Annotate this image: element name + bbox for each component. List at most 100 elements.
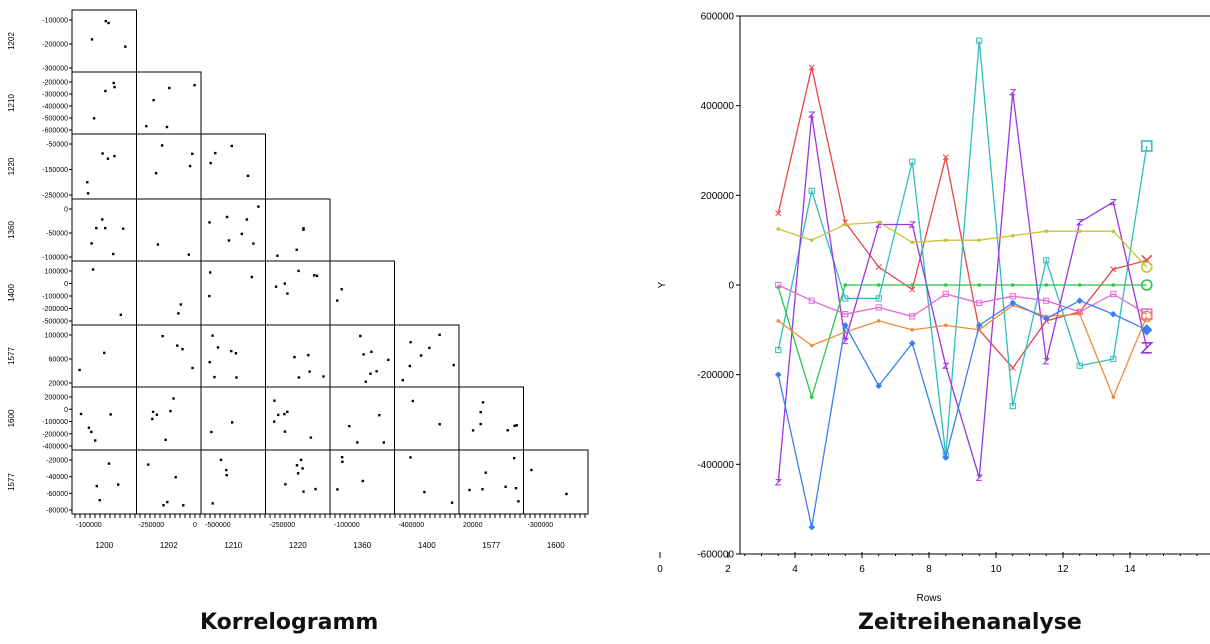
correlogram-cell xyxy=(265,449,331,515)
y-tick-label: 0 xyxy=(728,281,734,292)
scatter-point xyxy=(302,227,305,230)
correlogram-cell xyxy=(329,260,395,326)
scatter-point xyxy=(359,334,362,338)
correlogram-cell xyxy=(458,449,524,515)
y-tick-label: -100000 xyxy=(42,294,68,301)
data-point xyxy=(1077,312,1082,316)
scatter-point xyxy=(504,485,507,488)
correlogram-caption: Korrelogramm xyxy=(200,610,379,635)
scatter-point xyxy=(336,488,339,491)
scatter-point xyxy=(409,456,412,459)
scatter-point xyxy=(160,144,164,147)
data-point xyxy=(809,343,814,348)
scatter-point xyxy=(231,421,234,424)
scatter-point xyxy=(162,504,165,507)
scatter-point xyxy=(193,84,196,87)
row-label: 1360 xyxy=(7,221,16,239)
correlogram-cell xyxy=(71,9,137,73)
scatter-point xyxy=(362,353,365,356)
scatter-point xyxy=(378,414,381,417)
scatter-point xyxy=(94,439,97,442)
scatter-point xyxy=(283,430,287,433)
data-point xyxy=(908,339,916,347)
row-label: 1210 xyxy=(7,94,16,112)
correlogram-cell xyxy=(200,324,266,388)
scatter-point xyxy=(106,157,110,160)
x-axis-label: Rows xyxy=(916,593,941,604)
scatter-point xyxy=(401,379,404,382)
correlogram-cell xyxy=(136,386,202,451)
x-tick-label: -100000 xyxy=(334,522,360,529)
scatter-point xyxy=(565,492,568,496)
scatter-point xyxy=(181,347,184,351)
scatter-point xyxy=(408,364,411,368)
correlogram: 1202-100000-200000-3000001210-200000-300… xyxy=(7,9,589,550)
x-tick-label: 8 xyxy=(926,564,932,575)
x-tick-label: 12 xyxy=(1057,564,1069,575)
scatter-point xyxy=(95,226,98,230)
correlogram-cell xyxy=(136,449,202,515)
scatter-point xyxy=(109,413,112,416)
scatter-point xyxy=(370,350,373,353)
scatter-point xyxy=(283,412,286,416)
scatter-point xyxy=(103,351,106,355)
scatter-point xyxy=(517,500,520,503)
x-tick-label: -100000 xyxy=(76,522,102,529)
data-point xyxy=(875,382,883,390)
scatter-point xyxy=(90,38,94,41)
data-point xyxy=(776,319,781,323)
correlogram-cell xyxy=(136,260,202,326)
scatter-point xyxy=(168,86,171,90)
y-axis-label: Y xyxy=(657,281,668,288)
scatter-point xyxy=(208,221,211,224)
y-tick-label: -200000 xyxy=(697,370,734,381)
scatter-point xyxy=(177,312,180,315)
scatter-point xyxy=(187,253,190,256)
scatter-point xyxy=(438,423,441,426)
data-point xyxy=(909,158,916,165)
scatter-point xyxy=(419,354,423,357)
data-point xyxy=(1043,297,1050,304)
scatter-point xyxy=(286,292,289,295)
data-point xyxy=(809,238,814,242)
data-point xyxy=(775,210,782,217)
data-point xyxy=(1009,402,1016,410)
scatter-point xyxy=(211,502,214,505)
scatter-point xyxy=(95,484,98,488)
scatter-point xyxy=(471,429,475,432)
scatter-point xyxy=(296,472,300,475)
y-tick-label: -200000 xyxy=(42,42,68,49)
scatter-point xyxy=(209,161,212,165)
data-point xyxy=(943,323,948,328)
data-point xyxy=(1075,219,1084,226)
scatter-point xyxy=(277,413,280,417)
x-tick-label: 10 xyxy=(990,564,1002,575)
x-tick-label: -500000 xyxy=(205,522,231,529)
scatter-point xyxy=(513,457,516,460)
data-point xyxy=(774,479,783,486)
data-point xyxy=(976,37,983,44)
data-point xyxy=(909,313,916,320)
scatter-point xyxy=(78,368,81,372)
y-tick-label: -500000 xyxy=(42,319,68,326)
row-label: 1202 xyxy=(7,32,16,50)
scatter-point xyxy=(182,504,185,507)
data-point xyxy=(910,240,915,245)
scatter-point xyxy=(219,458,223,462)
data-point xyxy=(1139,341,1154,354)
correlogram-cell xyxy=(329,324,395,388)
data-point xyxy=(842,311,849,318)
data-point xyxy=(1042,315,1050,322)
data-point xyxy=(909,286,916,293)
x-tick-label: 20000 xyxy=(463,522,483,529)
row-label: 1600 xyxy=(7,409,16,427)
scatter-point xyxy=(252,242,255,245)
scatter-point xyxy=(341,460,344,463)
scatter-point xyxy=(230,144,233,148)
y-tick-label: 400000 xyxy=(701,101,735,112)
series-line xyxy=(777,284,1147,400)
scatter-point xyxy=(112,252,115,256)
data-point xyxy=(976,299,983,307)
scatter-point xyxy=(340,456,344,459)
scatter-point xyxy=(246,174,250,177)
